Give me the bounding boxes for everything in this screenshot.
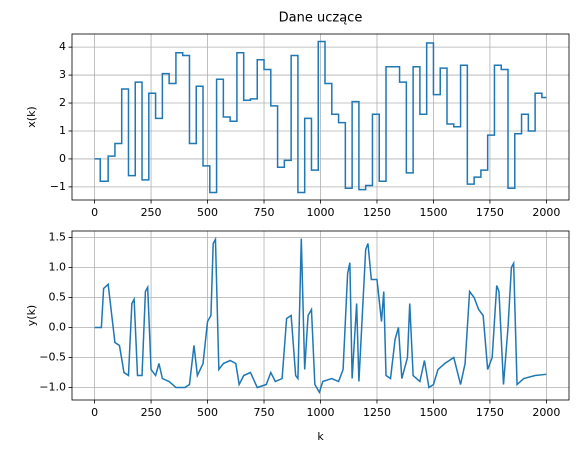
plot-area [94, 40, 547, 194]
x-tick-label: 0 [91, 206, 98, 219]
y-tick-label: 0.5 [49, 290, 67, 303]
x-tick-label: 1500 [419, 406, 447, 419]
x-tick-label: 500 [197, 406, 218, 419]
y-axis-label: y(k) [25, 305, 38, 326]
plot-area [94, 236, 547, 395]
y-axis-label: x(k) [25, 106, 38, 127]
x-tick-label: 500 [197, 206, 218, 219]
axes-frame [71, 230, 570, 401]
x-tick-label: 1750 [476, 406, 504, 419]
x-tick-label: 1000 [307, 406, 335, 419]
x-tick-label: 2000 [532, 206, 560, 219]
y-tick-label: 0.0 [49, 321, 67, 334]
y-tick-label: 1.0 [49, 260, 67, 273]
x-tick-label: 2000 [532, 406, 560, 419]
y-tick-label: −0.5 [39, 351, 66, 364]
y-tick-label: 1.5 [49, 230, 67, 243]
y-tick-label: 0 [59, 152, 66, 165]
y-tick-label: 4 [59, 40, 66, 53]
x-tick-label: 750 [254, 206, 275, 219]
x-tick-label: 250 [141, 206, 162, 219]
y-tick-label: 2 [59, 96, 66, 109]
chart-title: Dane uczące [279, 11, 363, 26]
x-axis-label: k [317, 430, 324, 443]
data-line [94, 40, 547, 194]
y-tick-label: 1 [59, 124, 66, 137]
y-tick-label: 3 [59, 68, 66, 81]
x-tick-label: 0 [91, 406, 98, 419]
axes-frame [71, 33, 570, 201]
x-tick-label: 1250 [363, 406, 391, 419]
y-tick-label: −1.0 [39, 381, 66, 394]
y-tick-label: −1 [50, 180, 66, 193]
x-tick-label: 1250 [363, 206, 391, 219]
data-line [94, 236, 547, 395]
x-tick-label: 250 [141, 406, 162, 419]
x-tick-label: 1750 [476, 206, 504, 219]
x-tick-label: 750 [254, 406, 275, 419]
x-tick-label: 1000 [307, 206, 335, 219]
x-tick-label: 1500 [419, 206, 447, 219]
